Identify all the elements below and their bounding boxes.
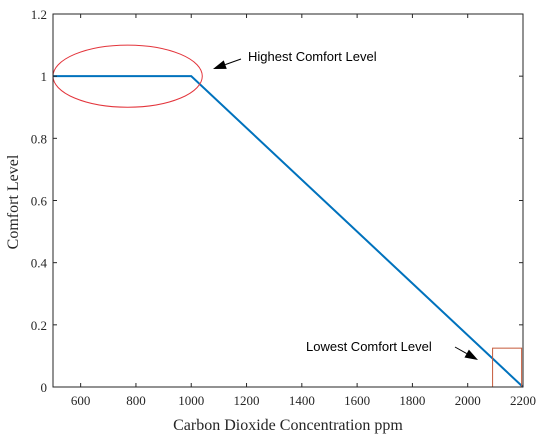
- arrow-lowest-head: [464, 349, 478, 360]
- x-tick-label: 1200: [234, 393, 260, 408]
- axes-box: [52, 13, 524, 388]
- x-tick-label: 1800: [399, 393, 425, 408]
- arrow-highest-head: [213, 60, 227, 69]
- annotation-lowest-comfort: Lowest Comfort Level: [306, 339, 432, 354]
- y-tick-label: 0.6: [31, 194, 48, 209]
- y-tick-label: 0.4: [31, 256, 48, 271]
- y-tick-label: 1: [41, 69, 48, 84]
- x-tick-label: 800: [126, 393, 146, 408]
- y-axis-label: Comfort Level: [5, 154, 22, 249]
- annotation-shapes: [52, 44, 523, 388]
- y-tick-label: 0.2: [31, 318, 47, 333]
- annotation-highest-comfort: Highest Comfort Level: [248, 49, 377, 64]
- x-tick-label: 1600: [344, 393, 370, 408]
- y-tick-label: 1.2: [31, 7, 47, 22]
- arrow-lowest-shaft: [454, 346, 467, 355]
- arrow-highest-shaft: [225, 58, 242, 66]
- y-tick-label: 0: [41, 380, 48, 395]
- axis-ticks: [53, 13, 524, 388]
- series-line-0: [53, 75, 524, 388]
- x-tick-label: 1400: [289, 393, 315, 408]
- x-tick-label: 1000: [178, 393, 204, 408]
- x-axis-label: Carbon Dioxide Concentration ppm: [173, 417, 403, 434]
- x-tick-label: 2200: [510, 393, 536, 408]
- y-tick-label: 0.8: [31, 131, 47, 146]
- x-tick-label: 600: [71, 393, 91, 408]
- tick-labels: 600 800 1000 1200 1400 1600 1800 2000 2200 0 0.2 0.…: [31, 7, 536, 408]
- plot-lines: [53, 75, 524, 388]
- x-tick-label: 2000: [455, 393, 481, 408]
